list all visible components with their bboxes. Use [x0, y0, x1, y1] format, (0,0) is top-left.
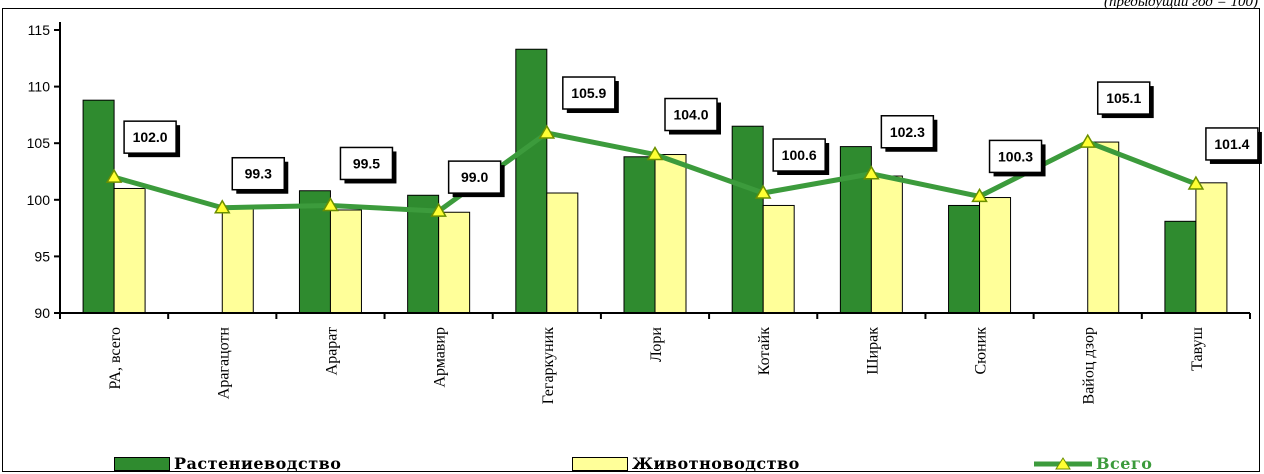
bar-animal: [762, 204, 795, 314]
data-label-box: [664, 97, 718, 132]
y-tick-label: 90: [34, 305, 50, 321]
bar-plant: [623, 156, 656, 314]
data-label-box: [880, 115, 935, 149]
data-label: 99.0: [461, 169, 488, 185]
legend-item-plant: Растениеводство: [114, 454, 341, 473]
legend-marker-total: [1055, 456, 1071, 469]
legend-label-total: Всего: [1096, 454, 1153, 473]
legend-label-plant: Растениеводство: [174, 454, 342, 473]
data-label-box: [1096, 81, 1151, 115]
bar-animal: [113, 187, 146, 314]
bar-animal: [546, 192, 579, 314]
bar-animal: [654, 154, 687, 314]
data-label: 101.4: [1214, 136, 1249, 152]
data-label: 102.3: [890, 124, 925, 140]
legend-item-total: Всего: [1034, 454, 1152, 473]
data-label-box: [772, 138, 826, 172]
bar-plant: [1164, 220, 1197, 314]
bar-animal: [979, 197, 1012, 314]
data-label: 99.5: [353, 155, 380, 171]
chart-frame: [2, 8, 1260, 472]
marker-total: [971, 187, 988, 203]
x-tick-label: Армавир: [432, 327, 449, 388]
legend-swatch-plant: [114, 456, 170, 471]
data-label-box: [123, 120, 177, 154]
data-label: 104.0: [673, 107, 708, 123]
marker-total: [538, 124, 556, 139]
x-tick-label: Лори: [648, 327, 665, 362]
x-tick-label: Котайк: [756, 327, 773, 376]
data-label: 105.9: [571, 85, 606, 101]
legend-label-animal: Животноводство: [632, 454, 800, 473]
bar-plant: [515, 48, 548, 314]
marker-total: [430, 202, 447, 217]
marker-total: [1187, 175, 1205, 190]
x-tick-label: Сюник: [973, 327, 990, 375]
bar-animal: [438, 211, 471, 314]
data-label-box: [1205, 127, 1259, 161]
data-label: 105.1: [1106, 90, 1141, 106]
x-tick-label: РА, всего: [107, 327, 124, 389]
y-tick-label: 105: [27, 135, 51, 151]
bar-animal: [870, 175, 903, 314]
legend-item-animal: Животноводство: [572, 454, 800, 473]
data-label: 102.0: [133, 129, 168, 145]
y-tick-label: 115: [28, 22, 51, 38]
marker-total: [322, 196, 339, 212]
bar-animal: [329, 209, 362, 314]
bar-plant: [82, 99, 115, 314]
y-tick-label: 100: [27, 192, 51, 208]
y-tick-label: 110: [28, 79, 51, 95]
legend-line-total: [1034, 456, 1092, 469]
data-label: 100.3: [998, 148, 1033, 164]
data-label-box: [988, 139, 1043, 174]
x-tick-label: Арарат: [323, 327, 340, 375]
chart-note: (предыдущий год = 100): [1103, 0, 1258, 10]
data-label-box: [447, 160, 502, 194]
marker-total: [754, 184, 772, 199]
data-label-box: [562, 76, 616, 110]
data-label: 100.6: [782, 147, 817, 163]
marker-total: [863, 165, 880, 180]
bar-animal: [1087, 141, 1120, 314]
marker-total: [105, 168, 123, 183]
data-label-box: [339, 146, 394, 181]
bar-animal: [221, 207, 254, 314]
x-tick-label: Гегаркуник: [540, 327, 557, 404]
bar-plant: [839, 146, 872, 314]
marker-total: [646, 146, 664, 161]
x-tick-label: Арагацотн: [215, 327, 232, 400]
x-tick-label: Вайоц дзор: [1081, 327, 1098, 404]
legend: Растениеводство Животноводство Всего: [0, 452, 1264, 474]
marker-total: [213, 199, 231, 214]
marker-total: [1079, 133, 1097, 148]
data-label: 99.3: [245, 166, 272, 182]
legend-swatch-animal: [572, 456, 628, 471]
bar-plant: [731, 125, 764, 314]
data-label-box: [231, 156, 286, 191]
bar-plant: [948, 204, 981, 314]
bar-animal: [1195, 182, 1228, 314]
y-tick-label: 95: [34, 248, 50, 264]
x-tick-label: Ширак: [864, 327, 881, 375]
x-tick-label: Тавуш: [1189, 326, 1206, 370]
